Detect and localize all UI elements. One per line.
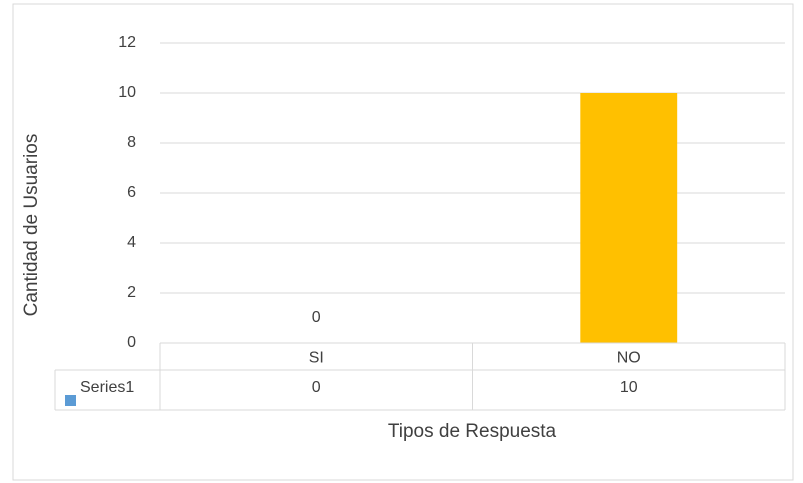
table-header: NO xyxy=(617,350,641,367)
data-label: 0 xyxy=(312,309,321,326)
y-tick-label: 4 xyxy=(127,234,136,251)
x-axis-title: Tipos de Respuesta xyxy=(388,421,557,442)
legend-label: Series1 xyxy=(80,379,134,396)
legend-key xyxy=(65,395,76,406)
y-tick-label: 12 xyxy=(118,34,136,51)
y-tick-label: 0 xyxy=(127,334,136,351)
y-tick-label: 2 xyxy=(127,284,136,301)
chart-border xyxy=(12,3,794,481)
y-tick-label: 10 xyxy=(118,84,136,101)
y-tick-label: 6 xyxy=(127,184,136,201)
table-value: 0 xyxy=(312,379,321,396)
y-axis-title: Cantidad de Usuarios xyxy=(21,134,42,317)
y-tick-label: 8 xyxy=(127,134,136,151)
table-header: SI xyxy=(309,350,324,367)
bar xyxy=(580,93,678,343)
table-value: 10 xyxy=(620,379,638,396)
